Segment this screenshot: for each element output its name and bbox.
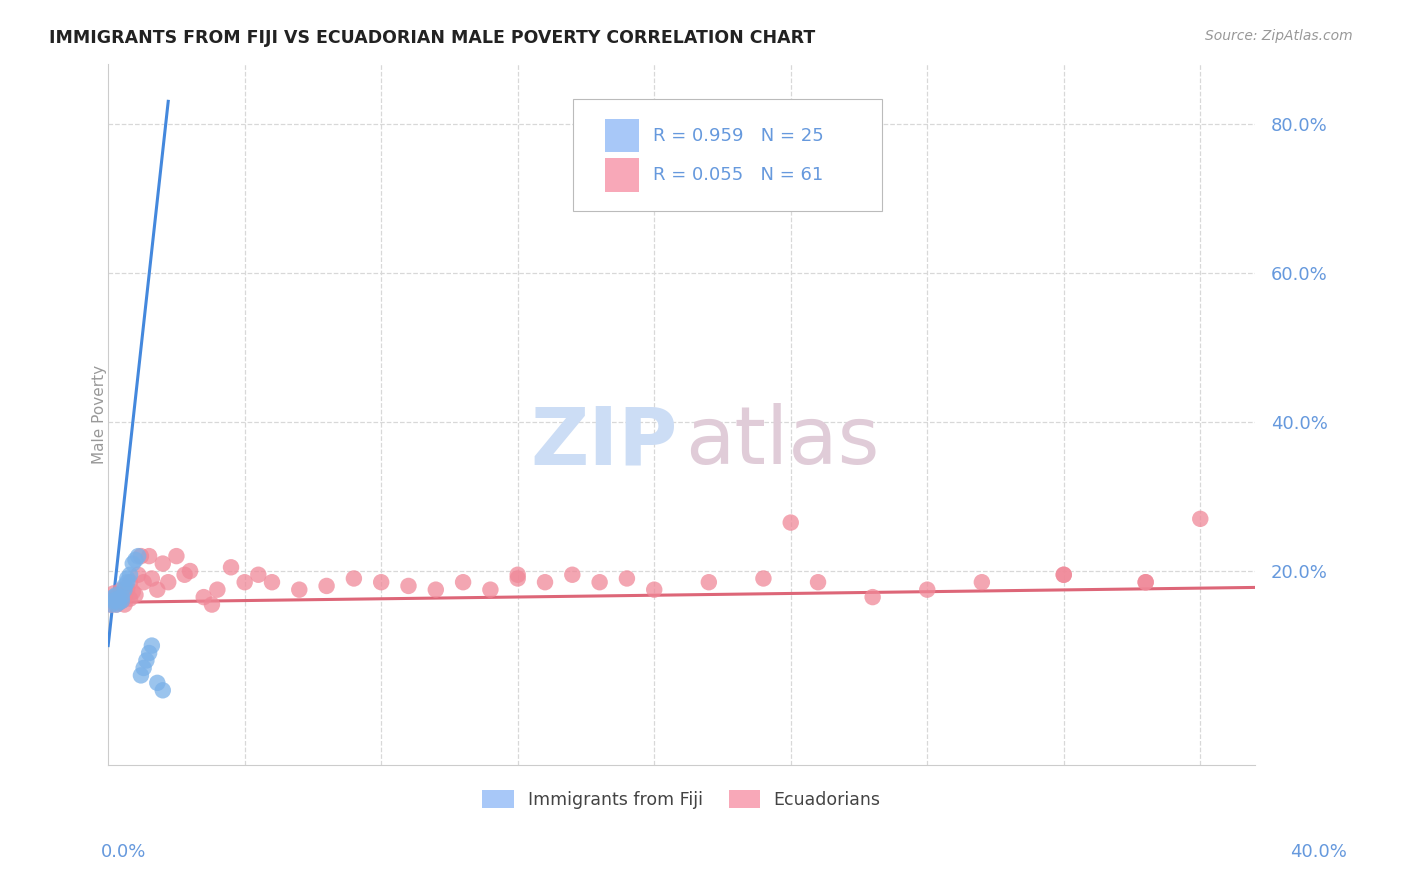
Point <box>127 567 149 582</box>
Point <box>108 591 131 606</box>
Point <box>132 575 155 590</box>
Point <box>138 549 160 563</box>
Point <box>118 591 141 606</box>
Text: ZIP: ZIP <box>531 403 678 482</box>
Point <box>105 598 128 612</box>
Point <box>114 598 136 612</box>
Point <box>129 549 152 563</box>
Point <box>165 549 187 563</box>
Point <box>108 595 131 609</box>
Point <box>146 676 169 690</box>
Point <box>103 590 125 604</box>
Text: IMMIGRANTS FROM FIJI VS ECUADORIAN MALE POVERTY CORRELATION CHART: IMMIGRANTS FROM FIJI VS ECUADORIAN MALE … <box>49 29 815 46</box>
Point <box>132 661 155 675</box>
Point <box>117 575 139 590</box>
Point <box>114 590 136 604</box>
Point <box>118 575 141 590</box>
Point <box>506 572 529 586</box>
Point <box>779 516 801 530</box>
Point <box>152 557 174 571</box>
Text: 0.0%: 0.0% <box>101 843 146 861</box>
Point <box>201 598 224 612</box>
FancyBboxPatch shape <box>572 99 882 211</box>
Point <box>697 575 720 590</box>
Point <box>315 579 337 593</box>
Point <box>862 590 884 604</box>
Point <box>179 564 201 578</box>
Point <box>643 582 665 597</box>
Point <box>343 572 366 586</box>
Point <box>111 590 134 604</box>
Point <box>141 639 163 653</box>
Point <box>561 567 583 582</box>
Bar <box>605 119 640 153</box>
Point <box>479 582 502 597</box>
Point <box>398 579 420 593</box>
Point <box>117 572 139 586</box>
Text: atlas: atlas <box>685 403 879 482</box>
Point <box>193 590 215 604</box>
Point <box>121 557 143 571</box>
Point <box>127 549 149 563</box>
Point <box>111 594 134 608</box>
Point <box>1053 567 1076 582</box>
Point <box>103 586 125 600</box>
Point <box>100 598 122 612</box>
Point <box>260 575 283 590</box>
Point <box>103 594 125 608</box>
Point <box>111 582 134 597</box>
Point <box>752 572 775 586</box>
Point <box>138 646 160 660</box>
Point <box>108 588 131 602</box>
Point <box>129 668 152 682</box>
Bar <box>605 158 640 192</box>
Point <box>114 582 136 597</box>
Y-axis label: Male Poverty: Male Poverty <box>93 365 107 464</box>
Point <box>207 582 229 597</box>
Point <box>370 575 392 590</box>
Point <box>124 588 146 602</box>
Point <box>111 594 134 608</box>
Point <box>105 592 128 607</box>
Point <box>114 579 136 593</box>
Point <box>425 582 447 597</box>
Point <box>915 582 938 597</box>
Point <box>173 567 195 582</box>
Text: 40.0%: 40.0% <box>1291 843 1347 861</box>
Point <box>807 575 830 590</box>
Point <box>117 582 139 597</box>
Point <box>506 567 529 582</box>
Text: Source: ZipAtlas.com: Source: ZipAtlas.com <box>1205 29 1353 43</box>
Point <box>118 567 141 582</box>
Point <box>1053 567 1076 582</box>
Point <box>1135 575 1157 590</box>
Point <box>105 598 128 612</box>
Point <box>105 588 128 602</box>
Point <box>588 575 610 590</box>
Point <box>451 575 474 590</box>
Point <box>1189 512 1212 526</box>
Point <box>103 592 125 607</box>
Point <box>105 590 128 604</box>
Point <box>100 598 122 612</box>
Point <box>141 572 163 586</box>
Point <box>135 653 157 667</box>
Point <box>970 575 993 590</box>
Point <box>219 560 242 574</box>
Point <box>108 595 131 609</box>
Point <box>152 683 174 698</box>
Point <box>146 582 169 597</box>
Point <box>247 567 270 582</box>
Point <box>534 575 557 590</box>
Legend: Immigrants from Fiji, Ecuadorians: Immigrants from Fiji, Ecuadorians <box>475 783 887 816</box>
Point <box>233 575 256 590</box>
Point <box>121 585 143 599</box>
Point <box>616 572 638 586</box>
Text: R = 0.055   N = 61: R = 0.055 N = 61 <box>652 166 823 184</box>
Text: R = 0.959   N = 25: R = 0.959 N = 25 <box>652 127 824 145</box>
Point <box>288 582 311 597</box>
Point <box>124 553 146 567</box>
Point <box>1135 575 1157 590</box>
Point <box>157 575 180 590</box>
